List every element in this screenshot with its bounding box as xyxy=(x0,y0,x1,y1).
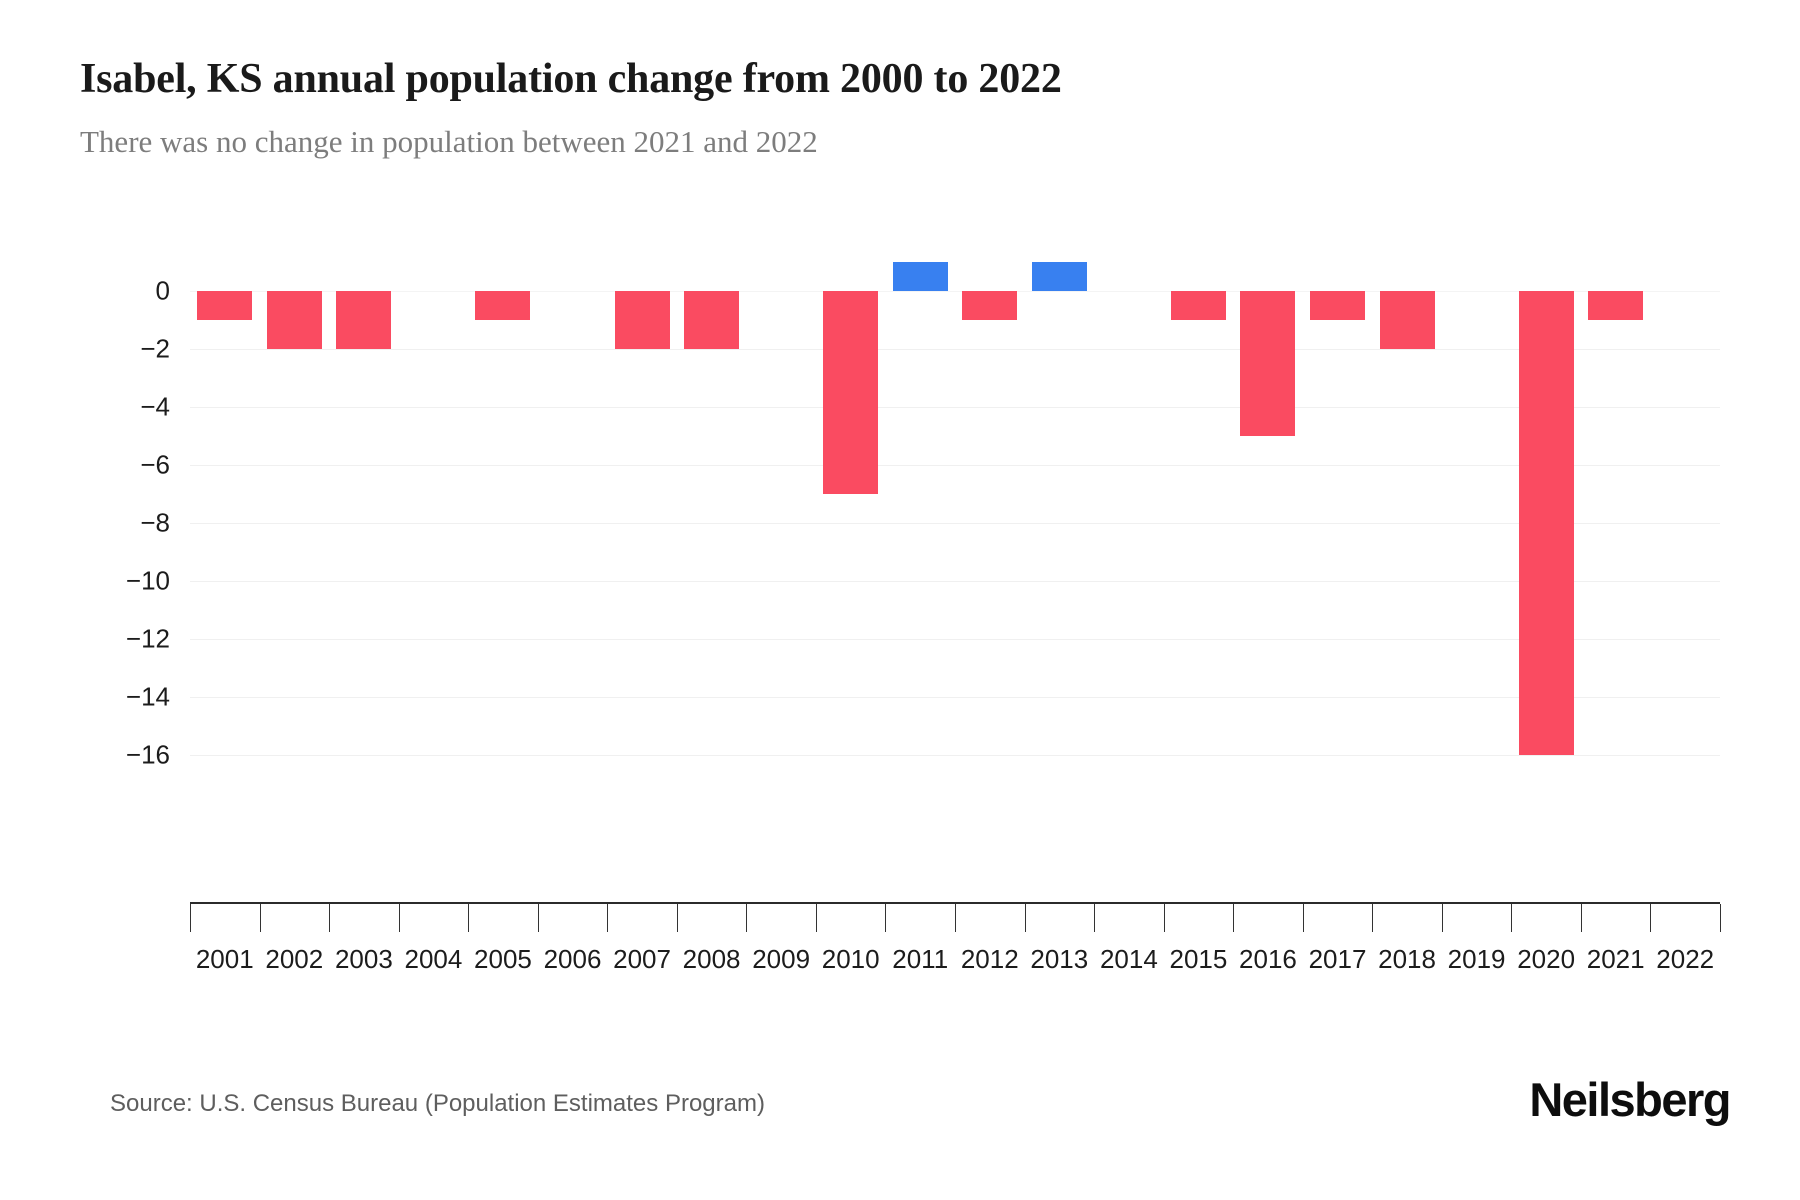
bar-2012[interactable] xyxy=(962,291,1018,320)
bar-2013[interactable] xyxy=(1031,262,1087,291)
y-axis-tick-label: −4 xyxy=(140,391,170,422)
x-axis-label-2016: 2016 xyxy=(1239,944,1297,974)
x-axis-tick-mark xyxy=(1372,904,1374,932)
x-axis-label-2015: 2015 xyxy=(1169,944,1228,974)
y-axis-tick-label: −12 xyxy=(125,623,170,654)
x-axis-label-2012: 2012 xyxy=(960,944,1019,974)
x-axis-label-2009: 2009 xyxy=(752,944,811,974)
bar-2021[interactable] xyxy=(1588,291,1644,320)
x-axis-label-2007: 2007 xyxy=(613,944,671,974)
x-axis-tick-mark xyxy=(1580,904,1582,932)
y-axis-tick-label: −6 xyxy=(140,449,170,480)
gridline xyxy=(190,291,1720,292)
x-axis-tick-mark xyxy=(398,904,400,932)
x-axis-label-2008: 2008 xyxy=(682,944,741,974)
x-axis-tick-mark xyxy=(190,904,191,932)
x-axis-tick-mark xyxy=(1650,904,1652,932)
bar-2008[interactable] xyxy=(684,291,740,349)
x-axis-tick-mark xyxy=(885,904,887,932)
x-axis-tick-mark xyxy=(676,904,678,932)
x-axis-label-2005: 2005 xyxy=(474,944,532,974)
gridline xyxy=(190,523,1720,524)
y-axis-tick-label: −8 xyxy=(140,507,170,538)
y-axis-tick-label: 0 xyxy=(155,275,170,306)
y-axis-tick-label: −10 xyxy=(125,565,170,596)
bar-2002[interactable] xyxy=(266,291,322,349)
x-axis-label-2017: 2017 xyxy=(1308,944,1367,974)
x-axis-tick-mark xyxy=(607,904,609,932)
x-axis-tick-mark xyxy=(1094,904,1096,932)
bar-2011[interactable] xyxy=(892,262,948,291)
x-axis-line xyxy=(190,902,1720,904)
x-axis-tick-mark xyxy=(1024,904,1026,932)
y-axis-tick-label: −2 xyxy=(140,333,170,364)
x-axis-label-2020: 2020 xyxy=(1517,944,1576,974)
x-axis-tick-mark xyxy=(1720,904,1721,932)
bar-2018[interactable] xyxy=(1379,291,1435,349)
y-axis-tick-label: −14 xyxy=(125,681,170,712)
bar-2017[interactable] xyxy=(1310,291,1365,320)
x-axis-tick-mark xyxy=(955,904,956,932)
x-axis-tick-mark xyxy=(329,904,331,932)
x-axis-tick-mark xyxy=(537,904,539,932)
x-axis-label-2011: 2011 xyxy=(892,944,949,974)
x-axis-tick-mark xyxy=(746,904,748,932)
x-axis-label-2002: 2002 xyxy=(265,944,324,974)
x-axis-label-2022: 2022 xyxy=(1656,944,1715,974)
x-axis-label-2004: 2004 xyxy=(404,944,463,974)
x-axis-label-2013: 2013 xyxy=(1030,944,1089,974)
gridline xyxy=(190,755,1720,756)
x-axis-tick-mark xyxy=(259,904,261,932)
bar-2015[interactable] xyxy=(1170,291,1226,320)
page-subtitle: There was no change in population betwee… xyxy=(80,124,818,159)
x-axis-label-2019: 2019 xyxy=(1447,944,1506,974)
bar-2001[interactable] xyxy=(197,291,253,320)
bar-2005[interactable] xyxy=(475,291,531,320)
bar-2003[interactable] xyxy=(336,291,392,349)
gridline xyxy=(190,465,1720,466)
gridline xyxy=(190,581,1720,582)
x-axis-tick-mark xyxy=(1511,904,1513,932)
x-axis-label-2006: 2006 xyxy=(543,944,602,974)
bar-2020[interactable] xyxy=(1518,291,1574,755)
source-note: Source: U.S. Census Bureau (Population E… xyxy=(110,1090,765,1117)
x-axis-tick-mark xyxy=(1163,904,1165,932)
gridline xyxy=(190,407,1720,408)
x-axis-label-2021: 2021 xyxy=(1586,944,1645,974)
bar-2010[interactable] xyxy=(823,291,879,494)
x-axis-label-2001: 2001 xyxy=(195,944,254,974)
y-axis-tick-label: −16 xyxy=(125,739,170,770)
bar-2007[interactable] xyxy=(614,291,670,349)
bar-series xyxy=(190,262,1720,874)
gridline xyxy=(190,639,1720,640)
bar-2016[interactable] xyxy=(1240,291,1296,436)
page-title: Isabel, KS annual population change from… xyxy=(80,56,1062,102)
x-axis-label-2018: 2018 xyxy=(1378,944,1436,974)
x-axis-label-2003: 2003 xyxy=(334,944,393,974)
plot-area xyxy=(190,262,1720,874)
x-axis-tick-mark xyxy=(1233,904,1235,932)
x-axis-tick-mark xyxy=(468,904,470,932)
x-axis-tick-mark xyxy=(1302,904,1304,932)
x-axis-tick-mark xyxy=(815,904,817,932)
x-axis-tick-mark xyxy=(1441,904,1443,932)
x-axis-label-2014: 2014 xyxy=(1099,944,1158,974)
brand-logo: Neilsberg xyxy=(1529,1073,1731,1126)
x-axis-label-2010: 2010 xyxy=(821,944,880,974)
gridline xyxy=(190,697,1720,698)
gridline xyxy=(190,349,1720,350)
